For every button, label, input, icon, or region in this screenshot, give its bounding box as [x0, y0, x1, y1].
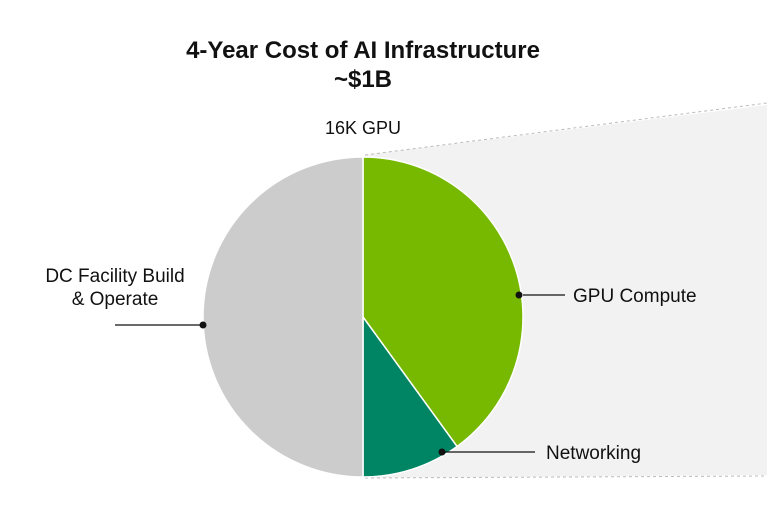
- chart-title: 4-Year Cost of AI Infrastructure: [186, 37, 540, 64]
- label-networking: Networking: [546, 443, 641, 464]
- label-dc-facility-line2: & Operate: [72, 289, 159, 310]
- leader-dot: [199, 321, 207, 329]
- label-gpu-compute: GPU Compute: [573, 286, 697, 307]
- slice-networking: [362, 314, 459, 478]
- pie-slices: [202, 156, 524, 478]
- chart-title-line2: ~$1B: [334, 66, 392, 93]
- leader-dot: [438, 448, 446, 456]
- slice-gpu-compute: [362, 156, 524, 448]
- expansion-edge-bottom: [364, 475, 767, 479]
- slice-dc-facility: [202, 156, 364, 478]
- expansion-edge-top: [364, 102, 767, 156]
- leader-dot: [515, 291, 523, 299]
- chart-subtitle: 16K GPU: [325, 118, 401, 138]
- pie-labels: GPU Compute Networking DC Facility Build& …: [45, 266, 696, 464]
- label-dc-facility-line1: DC Facility Build: [45, 266, 184, 287]
